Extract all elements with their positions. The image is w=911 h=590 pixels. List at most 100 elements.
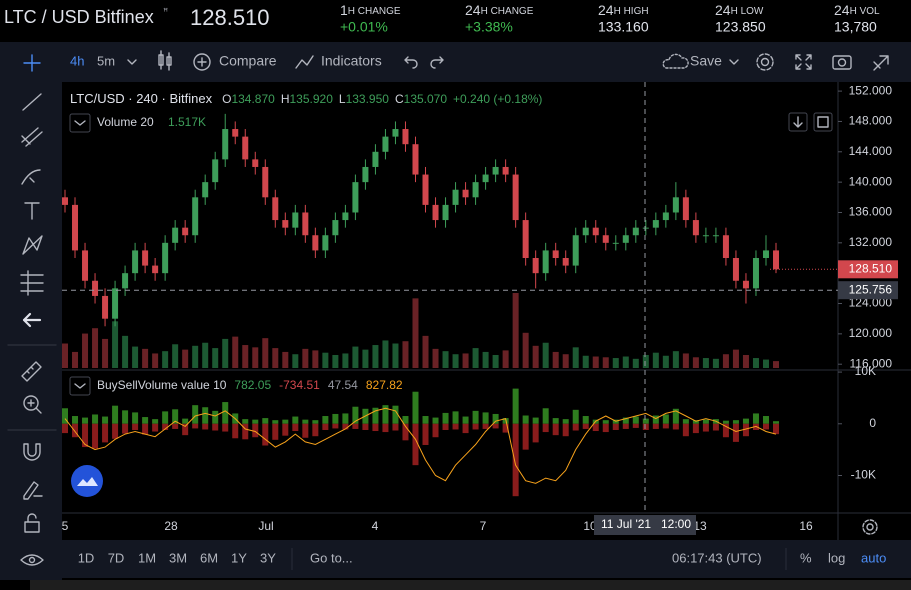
- visibility-tool[interactable]: [20, 554, 44, 566]
- ohlc-key: C: [395, 92, 404, 106]
- range-button[interactable]: 1D: [78, 550, 95, 565]
- sell-bar: [522, 423, 529, 450]
- sell-bar: [542, 423, 549, 433]
- buy-bar: [92, 414, 99, 424]
- indicators[interactable]: Indicators: [321, 53, 382, 69]
- legend-toggle[interactable]: [69, 113, 91, 133]
- pane-max[interactable]: [813, 112, 833, 132]
- range-button[interactable]: 1M: [138, 550, 156, 565]
- pattern-tool[interactable]: [22, 235, 43, 255]
- range-button[interactable]: 7D: [108, 550, 125, 565]
- candle-body: [742, 280, 749, 289]
- clock[interactable]: 06:17:43 (UTC): [672, 550, 762, 565]
- buy-bar: [442, 412, 449, 424]
- snapshot-icon[interactable]: [832, 55, 852, 70]
- buy-bar: [182, 418, 189, 424]
- sell-bar: [372, 423, 379, 432]
- lock-tool[interactable]: [24, 513, 40, 533]
- caret[interactable]: [127, 59, 137, 65]
- candle-body: [762, 250, 769, 258]
- sell-bar: [582, 423, 589, 429]
- candle-body: [82, 250, 89, 281]
- candle-body: [732, 258, 739, 281]
- redo[interactable]: [430, 56, 444, 69]
- range-button[interactable]: 3M: [169, 550, 187, 565]
- undo[interactable]: [404, 56, 418, 69]
- fib-tool[interactable]: [21, 127, 43, 147]
- buy-bar: [602, 420, 609, 424]
- crosshair-tool[interactable]: [23, 54, 41, 72]
- buy-bar: [402, 416, 409, 424]
- buy-bar: [222, 402, 229, 424]
- fullscreen-icon[interactable]: [795, 54, 812, 70]
- buy-bar: [352, 406, 359, 424]
- candle-body: [652, 220, 659, 228]
- volume-bar: [192, 345, 199, 368]
- log[interactable]: log: [828, 550, 845, 565]
- candle-body: [752, 258, 759, 289]
- brush-tool[interactable]: [21, 169, 41, 185]
- candle-body: [112, 288, 119, 319]
- volume-bar: [582, 355, 589, 368]
- sell-bar: [152, 423, 159, 432]
- legend-toggle[interactable]: [69, 376, 91, 396]
- auto[interactable]: auto: [861, 550, 886, 565]
- buy-bar: [422, 416, 429, 424]
- cloud-icon[interactable]: [662, 53, 689, 69]
- buy-bar: [272, 420, 279, 424]
- candle-body: [572, 235, 579, 266]
- candle-body: [592, 227, 599, 236]
- interval[interactable]: 4h: [70, 53, 84, 68]
- buy-bar: [382, 405, 389, 424]
- zoom-tool[interactable]: [23, 395, 39, 411]
- y2-tick-label: -10K: [851, 468, 876, 482]
- indicator-reading: -734.51: [279, 378, 320, 392]
- sell-bar: [182, 423, 189, 436]
- sell-bar: [262, 423, 269, 446]
- volume-bar: [752, 358, 759, 368]
- sell-bar: [322, 423, 329, 430]
- compare[interactable]: Compare: [219, 53, 277, 69]
- compare-icon[interactable]: [193, 53, 211, 71]
- volume-bar: [562, 354, 569, 368]
- draw-lock-tool[interactable]: [23, 481, 43, 500]
- sell-bar: [712, 423, 719, 431]
- settings-icon[interactable]: [756, 53, 774, 71]
- indicators-icon[interactable]: [295, 55, 314, 69]
- axis-settings[interactable]: [862, 519, 878, 535]
- percent[interactable]: %: [800, 550, 812, 565]
- publish-icon[interactable]: [873, 55, 889, 71]
- ruler-tool[interactable]: [21, 361, 42, 382]
- range-button[interactable]: 3Y: [260, 550, 276, 565]
- buy-bar: [102, 416, 109, 424]
- back-tool[interactable]: [22, 312, 42, 328]
- text-tool[interactable]: [24, 202, 40, 220]
- caret[interactable]: [729, 59, 739, 65]
- pair-icon: ꟸ: [163, 6, 168, 16]
- volume-bar: [692, 357, 699, 368]
- line-tool[interactable]: [22, 93, 42, 111]
- volume-bar: [242, 345, 249, 368]
- range-button[interactable]: 1Y: [231, 550, 247, 565]
- ohlc-value: 135.070: [404, 92, 448, 106]
- magnet-tool[interactable]: [23, 443, 41, 461]
- prediction-tool[interactable]: [20, 270, 44, 296]
- interval-2[interactable]: 5m: [97, 53, 115, 68]
- save[interactable]: Save: [690, 53, 722, 69]
- chart-type-icon[interactable]: [158, 50, 172, 71]
- candle-body: [712, 235, 719, 237]
- pane-down[interactable]: [788, 112, 808, 132]
- logo[interactable]: [71, 465, 103, 497]
- range-button[interactable]: 6M: [200, 550, 218, 565]
- stat-unit: H CHANGE: [481, 6, 534, 17]
- goto[interactable]: Go to...: [310, 550, 353, 565]
- buy-bar: [773, 421, 779, 424]
- x-tick-label: Jul: [258, 519, 273, 533]
- volume-bar: [202, 342, 209, 368]
- sell-bar: [102, 423, 109, 443]
- candle-body: [432, 204, 439, 221]
- volume-bar: [472, 348, 479, 368]
- stat-value: 133.160: [598, 19, 649, 35]
- stat-value: 123.850: [715, 19, 766, 35]
- stat-label: 24H LOW: [715, 2, 764, 18]
